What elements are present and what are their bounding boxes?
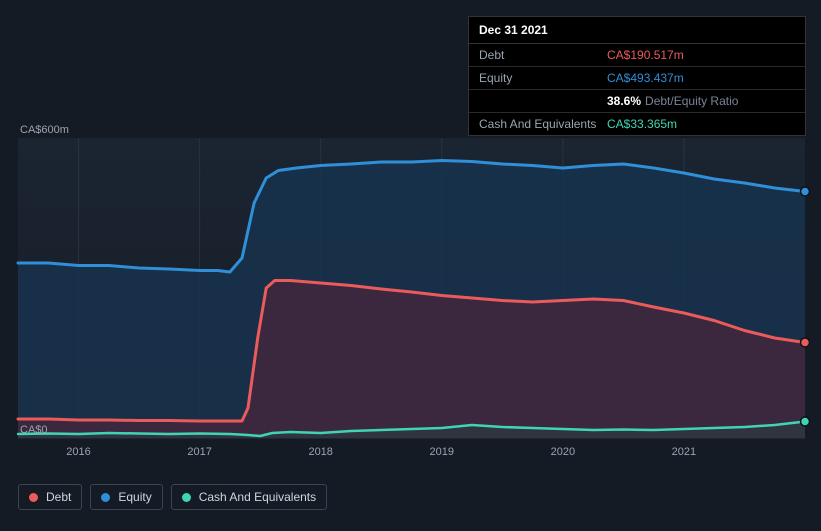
- chart-tooltip: Dec 31 2021DebtCA$190.517mEquityCA$493.4…: [468, 16, 806, 136]
- tooltip-row-label: [479, 92, 607, 110]
- tooltip-date: Dec 31 2021: [469, 17, 805, 44]
- x-axis-label: 2021: [672, 446, 696, 458]
- tooltip-row-value: CA$190.517m: [607, 46, 684, 64]
- tooltip-row-label: Cash And Equivalents: [479, 115, 607, 133]
- x-axis-label: 2018: [308, 446, 332, 458]
- tooltip-row: Cash And EquivalentsCA$33.365m: [469, 113, 805, 135]
- tooltip-row-value: CA$493.437m: [607, 69, 684, 87]
- x-axis-label: 2017: [187, 446, 211, 458]
- x-axis-label: 2020: [551, 446, 575, 458]
- tooltip-row: 38.6%Debt/Equity Ratio: [469, 90, 805, 113]
- tooltip-row-label: Equity: [479, 69, 607, 87]
- tooltip-row-value: CA$33.365m: [607, 115, 677, 133]
- legend-swatch: [29, 493, 38, 502]
- tooltip-row: DebtCA$190.517m: [469, 44, 805, 67]
- legend-label: Debt: [46, 490, 71, 504]
- legend-item[interactable]: Equity: [90, 484, 162, 510]
- legend-item[interactable]: Cash And Equivalents: [171, 484, 327, 510]
- legend-swatch: [101, 493, 110, 502]
- legend: Debt Equity Cash And Equivalents: [18, 484, 327, 510]
- y-axis-label: CA$0: [20, 424, 48, 436]
- tooltip-row-label: Debt: [479, 46, 607, 64]
- tooltip-ratio-value: 38.6%: [607, 92, 641, 110]
- legend-label: Cash And Equivalents: [199, 490, 316, 504]
- tooltip-row: EquityCA$493.437m: [469, 67, 805, 90]
- x-axis-label: 2019: [430, 446, 454, 458]
- legend-item[interactable]: Debt: [18, 484, 82, 510]
- legend-swatch: [182, 493, 191, 502]
- x-axis-label: 2016: [66, 446, 90, 458]
- legend-label: Equity: [118, 490, 151, 504]
- y-axis-label: CA$600m: [20, 124, 69, 136]
- tooltip-ratio-label: Debt/Equity Ratio: [645, 92, 738, 110]
